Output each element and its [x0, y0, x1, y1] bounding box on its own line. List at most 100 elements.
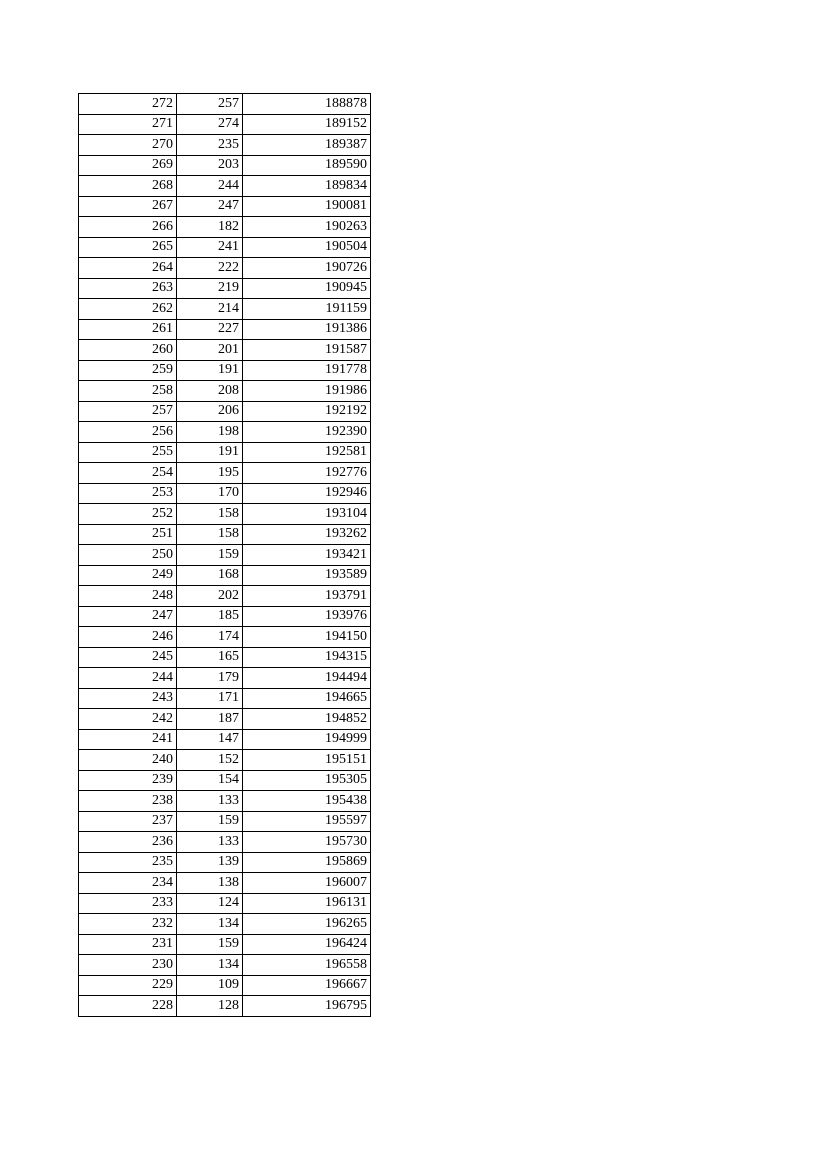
table-cell: 192192 — [243, 401, 371, 422]
table-cell: 194494 — [243, 668, 371, 689]
table-row: 258208191986 — [79, 381, 371, 402]
table-row: 241147194999 — [79, 729, 371, 750]
table-cell: 234 — [79, 873, 177, 894]
table-cell: 260 — [79, 340, 177, 361]
table-cell: 194852 — [243, 709, 371, 730]
table-row: 243171194665 — [79, 688, 371, 709]
table-cell: 262 — [79, 299, 177, 320]
table-row: 261227191386 — [79, 319, 371, 340]
table-cell: 138 — [177, 873, 243, 894]
table-cell: 196265 — [243, 914, 371, 935]
table-cell: 246 — [79, 627, 177, 648]
table-cell: 206 — [177, 401, 243, 422]
table-row: 266182190263 — [79, 217, 371, 238]
table-cell: 261 — [79, 319, 177, 340]
table-cell: 134 — [177, 914, 243, 935]
table-row: 264222190726 — [79, 258, 371, 279]
table-cell: 189834 — [243, 176, 371, 197]
table-cell: 195 — [177, 463, 243, 484]
table-cell: 247 — [79, 606, 177, 627]
table-cell: 196424 — [243, 934, 371, 955]
table-row: 262214191159 — [79, 299, 371, 320]
table-cell: 192581 — [243, 442, 371, 463]
table-cell: 219 — [177, 278, 243, 299]
table-row: 248202193791 — [79, 586, 371, 607]
table-cell: 124 — [177, 893, 243, 914]
table-cell: 236 — [79, 832, 177, 853]
table-cell: 254 — [79, 463, 177, 484]
table-row: 246174194150 — [79, 627, 371, 648]
table-cell: 193791 — [243, 586, 371, 607]
table-row: 267247190081 — [79, 196, 371, 217]
table-cell: 174 — [177, 627, 243, 648]
table-cell: 201 — [177, 340, 243, 361]
table-cell: 229 — [79, 975, 177, 996]
table-cell: 214 — [177, 299, 243, 320]
table-cell: 179 — [177, 668, 243, 689]
table-cell: 191986 — [243, 381, 371, 402]
table-cell: 139 — [177, 852, 243, 873]
table-cell: 244 — [79, 668, 177, 689]
table-cell: 242 — [79, 709, 177, 730]
table-cell: 170 — [177, 483, 243, 504]
table-cell: 190504 — [243, 237, 371, 258]
table-cell: 189387 — [243, 135, 371, 156]
table-cell: 196007 — [243, 873, 371, 894]
table-row: 253170192946 — [79, 483, 371, 504]
table-row: 230134196558 — [79, 955, 371, 976]
table-cell: 245 — [79, 647, 177, 668]
table-cell: 202 — [177, 586, 243, 607]
table-cell: 241 — [177, 237, 243, 258]
table-cell: 128 — [177, 996, 243, 1017]
table-row: 237159195597 — [79, 811, 371, 832]
table-row: 233124196131 — [79, 893, 371, 914]
table-cell: 190726 — [243, 258, 371, 279]
table-cell: 198 — [177, 422, 243, 443]
table-cell: 171 — [177, 688, 243, 709]
table-cell: 195305 — [243, 770, 371, 791]
table-row: 242187194852 — [79, 709, 371, 730]
table-cell: 257 — [79, 401, 177, 422]
table-cell: 192946 — [243, 483, 371, 504]
table-cell: 258 — [79, 381, 177, 402]
table-cell: 228 — [79, 996, 177, 1017]
table-cell: 271 — [79, 114, 177, 135]
table-cell: 196667 — [243, 975, 371, 996]
table-cell: 265 — [79, 237, 177, 258]
table-cell: 194665 — [243, 688, 371, 709]
table-cell: 189152 — [243, 114, 371, 135]
table-cell: 248 — [79, 586, 177, 607]
table-cell: 269 — [79, 155, 177, 176]
table-row: 259191191778 — [79, 360, 371, 381]
table-row: 260201191587 — [79, 340, 371, 361]
table-cell: 231 — [79, 934, 177, 955]
table-cell: 232 — [79, 914, 177, 935]
table-cell: 191 — [177, 442, 243, 463]
table-cell: 159 — [177, 545, 243, 566]
table-row: 251158193262 — [79, 524, 371, 545]
table-cell: 195869 — [243, 852, 371, 873]
table-cell: 233 — [79, 893, 177, 914]
table-cell: 249 — [79, 565, 177, 586]
table-cell: 188878 — [243, 94, 371, 115]
table-cell: 263 — [79, 278, 177, 299]
table-cell: 247 — [177, 196, 243, 217]
table-cell: 235 — [79, 852, 177, 873]
table-cell: 264 — [79, 258, 177, 279]
table-cell: 195151 — [243, 750, 371, 771]
table-row: 228128196795 — [79, 996, 371, 1017]
table-cell: 189590 — [243, 155, 371, 176]
table-cell: 259 — [79, 360, 177, 381]
table-cell: 239 — [79, 770, 177, 791]
table-cell: 241 — [79, 729, 177, 750]
table-row: 247185193976 — [79, 606, 371, 627]
table-cell: 238 — [79, 791, 177, 812]
table-cell: 195438 — [243, 791, 371, 812]
table-row: 244179194494 — [79, 668, 371, 689]
table-cell: 250 — [79, 545, 177, 566]
table-row: 235139195869 — [79, 852, 371, 873]
table-cell: 222 — [177, 258, 243, 279]
table-cell: 152 — [177, 750, 243, 771]
table-row: 268244189834 — [79, 176, 371, 197]
table-row: 269203189590 — [79, 155, 371, 176]
